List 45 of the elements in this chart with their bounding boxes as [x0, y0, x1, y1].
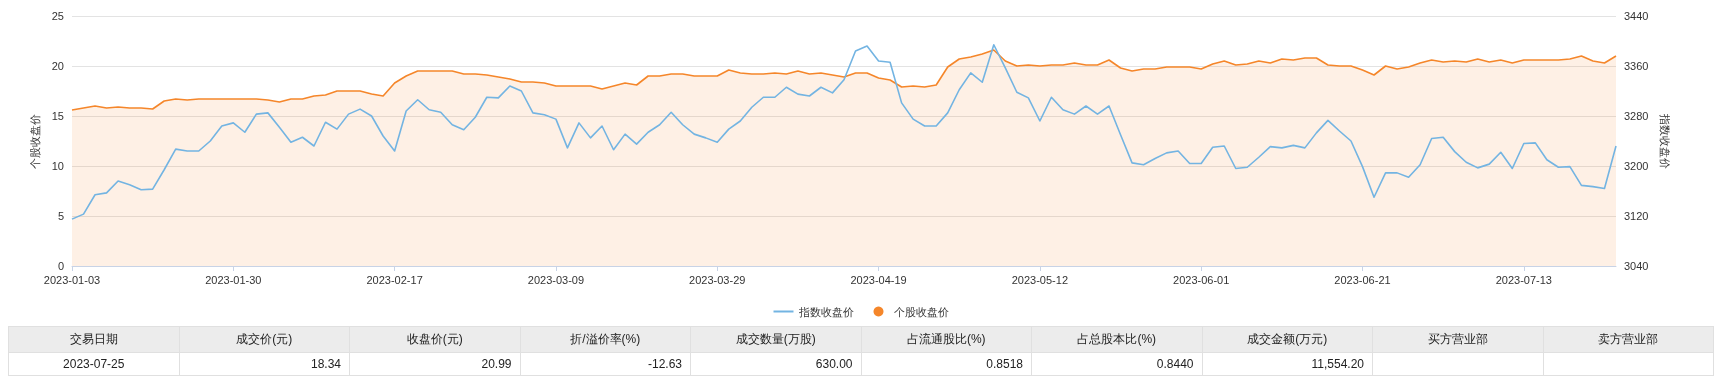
legend-label: 个股收盘价	[893, 305, 949, 318]
category-label: 折/溢价率(%)	[520, 326, 691, 353]
y-tick-label: 0	[57, 260, 64, 272]
y-tick-label: 5	[57, 210, 64, 222]
text: 2023-07-25	[63, 357, 125, 371]
y-tick-label: 20	[51, 60, 64, 72]
x-tick-label: 2023-04-19	[850, 273, 907, 286]
legend-label: 指数收盘价	[797, 305, 854, 318]
text: 630.00	[815, 357, 853, 371]
y2-tick-label: 3360	[1624, 60, 1649, 72]
x-tick-label: 2023-01-30	[205, 273, 262, 286]
x-tick-label: 2023-03-29	[689, 273, 746, 286]
x-tick-label: 2023-06-21	[1334, 273, 1391, 286]
text: -12.63	[647, 357, 682, 371]
text: 20.99	[481, 357, 512, 371]
y-tick-label: 25	[51, 10, 64, 22]
y2-tick-label: 3200	[1624, 160, 1649, 172]
x-tick-label: 2023-01-03	[43, 273, 101, 286]
y-axis-title: 个股收盘价	[28, 113, 41, 169]
text: 18.34	[310, 357, 341, 371]
x-tick-label: 2023-07-13	[1495, 273, 1552, 286]
x-tick-label: 2023-06-01	[1173, 273, 1230, 286]
text: 0.8440	[1156, 357, 1194, 371]
category-label: 成交数量(万股)	[690, 326, 861, 353]
text: 11,554.20	[1311, 357, 1364, 371]
category-label: 交易日期	[8, 326, 179, 353]
line-series	[71, 43, 1617, 220]
category-label: 成交金额(万元)	[1202, 326, 1373, 353]
category-label: 占总股本比(%)	[1031, 326, 1202, 353]
x-tick-label: 2023-03-09	[527, 273, 585, 286]
category-label: 买方营业部	[1372, 326, 1543, 353]
y2-tick-label: 3040	[1624, 260, 1649, 272]
y2-tick-label: 3440	[1624, 10, 1649, 22]
y-tick-label: 10	[51, 160, 64, 172]
y-tick-label: 15	[51, 110, 64, 122]
category-label: 占流通股比(%)	[861, 326, 1032, 353]
y2-tick-label: 3120	[1624, 210, 1649, 222]
y2-axis-title: 指数收盘价	[1658, 112, 1671, 169]
y2-tick-label: 3280	[1624, 110, 1649, 122]
text: 0.8518	[986, 357, 1023, 371]
x-tick-label: 2023-05-12	[1011, 273, 1069, 286]
category-label: 收盘价(元)	[349, 326, 520, 353]
category-label: 成交价(元)	[179, 326, 350, 353]
x-tick-label: 2023-02-17	[366, 273, 423, 286]
category-label: 卖方营业部	[1543, 326, 1714, 353]
